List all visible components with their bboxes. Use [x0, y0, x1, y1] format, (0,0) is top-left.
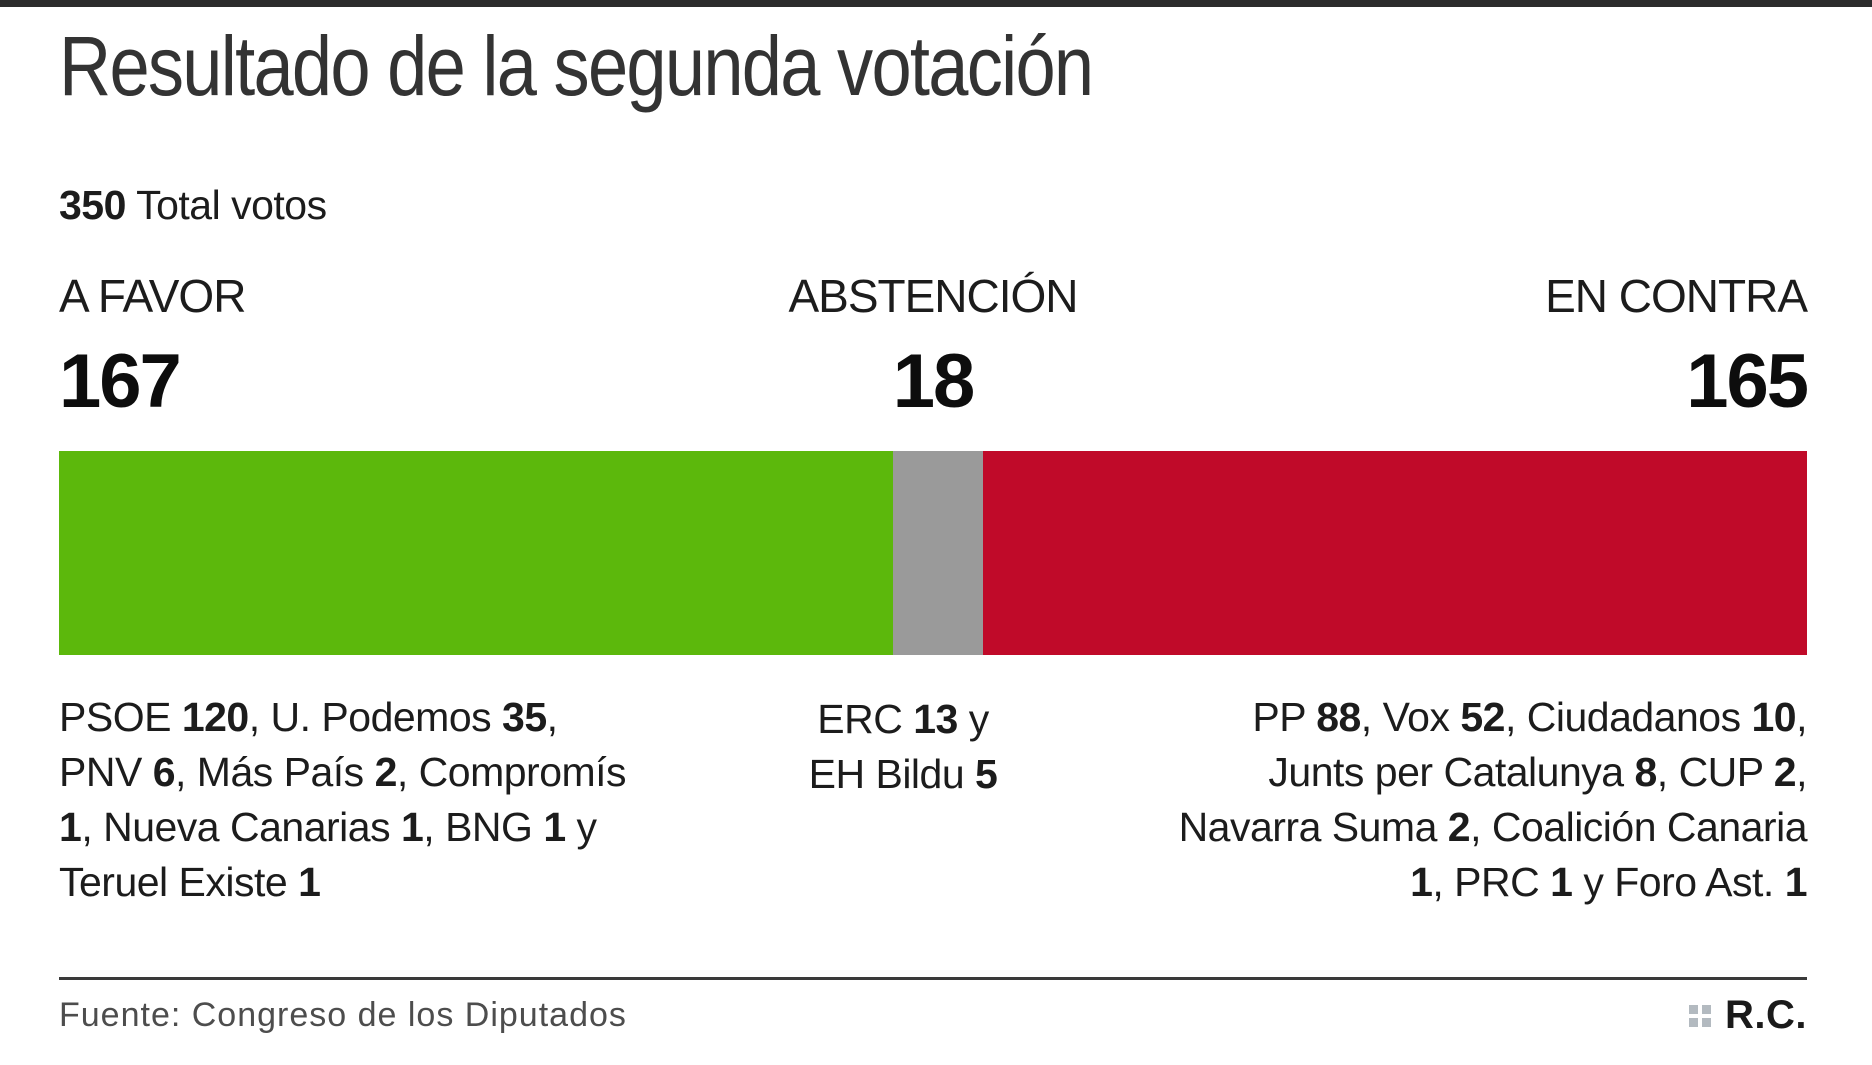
logo-square: [1702, 1004, 1711, 1014]
label-en-contra: EN CONTRA: [1545, 270, 1808, 322]
page-title: Resultado de la segunda votación: [59, 19, 1094, 113]
breakdown-abstencion: ERC 13 y EH Bildu 5: [808, 696, 998, 797]
value-abstencion: 18: [892, 339, 976, 424]
label-a-favor: A FAVOR: [59, 270, 246, 322]
category-values-row: 167 18 165: [59, 339, 1809, 424]
agency-credit: R.C.: [1689, 993, 1807, 1038]
total-votes: 350 Total votos: [59, 182, 327, 229]
bar-segment-a-favor: [59, 451, 894, 655]
total-votes-value: 350: [59, 182, 126, 228]
category-labels-row: A FAVOR ABSTENCIÓN EN CONTRA: [59, 270, 1808, 322]
logo-square: [1702, 1017, 1711, 1027]
logo-square: [1689, 1004, 1698, 1014]
label-abstencion: ABSTENCIÓN: [788, 270, 1078, 322]
top-accent-bar: [0, 0, 1872, 7]
breakdown-en-contra: PP 88, Vox 52, Ciudadanos 10, Junts per …: [1178, 694, 1808, 905]
source-credit: Fuente: Congreso de los Diputados: [59, 996, 627, 1034]
value-a-favor: 167: [59, 339, 182, 424]
bar-segment-en-contra: [982, 451, 1807, 655]
party-breakdown-row: PSOE 120, U. Podemos 35, PNV 6, Más País…: [59, 690, 1808, 910]
stacked-bar-chart: [59, 451, 1807, 655]
logo-square: [1689, 1017, 1698, 1027]
agency-initials: R.C.: [1725, 993, 1807, 1037]
footer-divider: [59, 977, 1807, 980]
total-votes-label: Total votos: [125, 182, 327, 228]
agency-logo-icon: [1689, 1004, 1711, 1027]
bar-segment-abstencion: [893, 451, 983, 655]
breakdown-a-favor: PSOE 120, U. Podemos 35, PNV 6, Más País…: [59, 694, 627, 905]
footer: Fuente: Congreso de los Diputados R.C.: [59, 993, 1807, 1038]
value-en-contra: 165: [1686, 339, 1809, 424]
